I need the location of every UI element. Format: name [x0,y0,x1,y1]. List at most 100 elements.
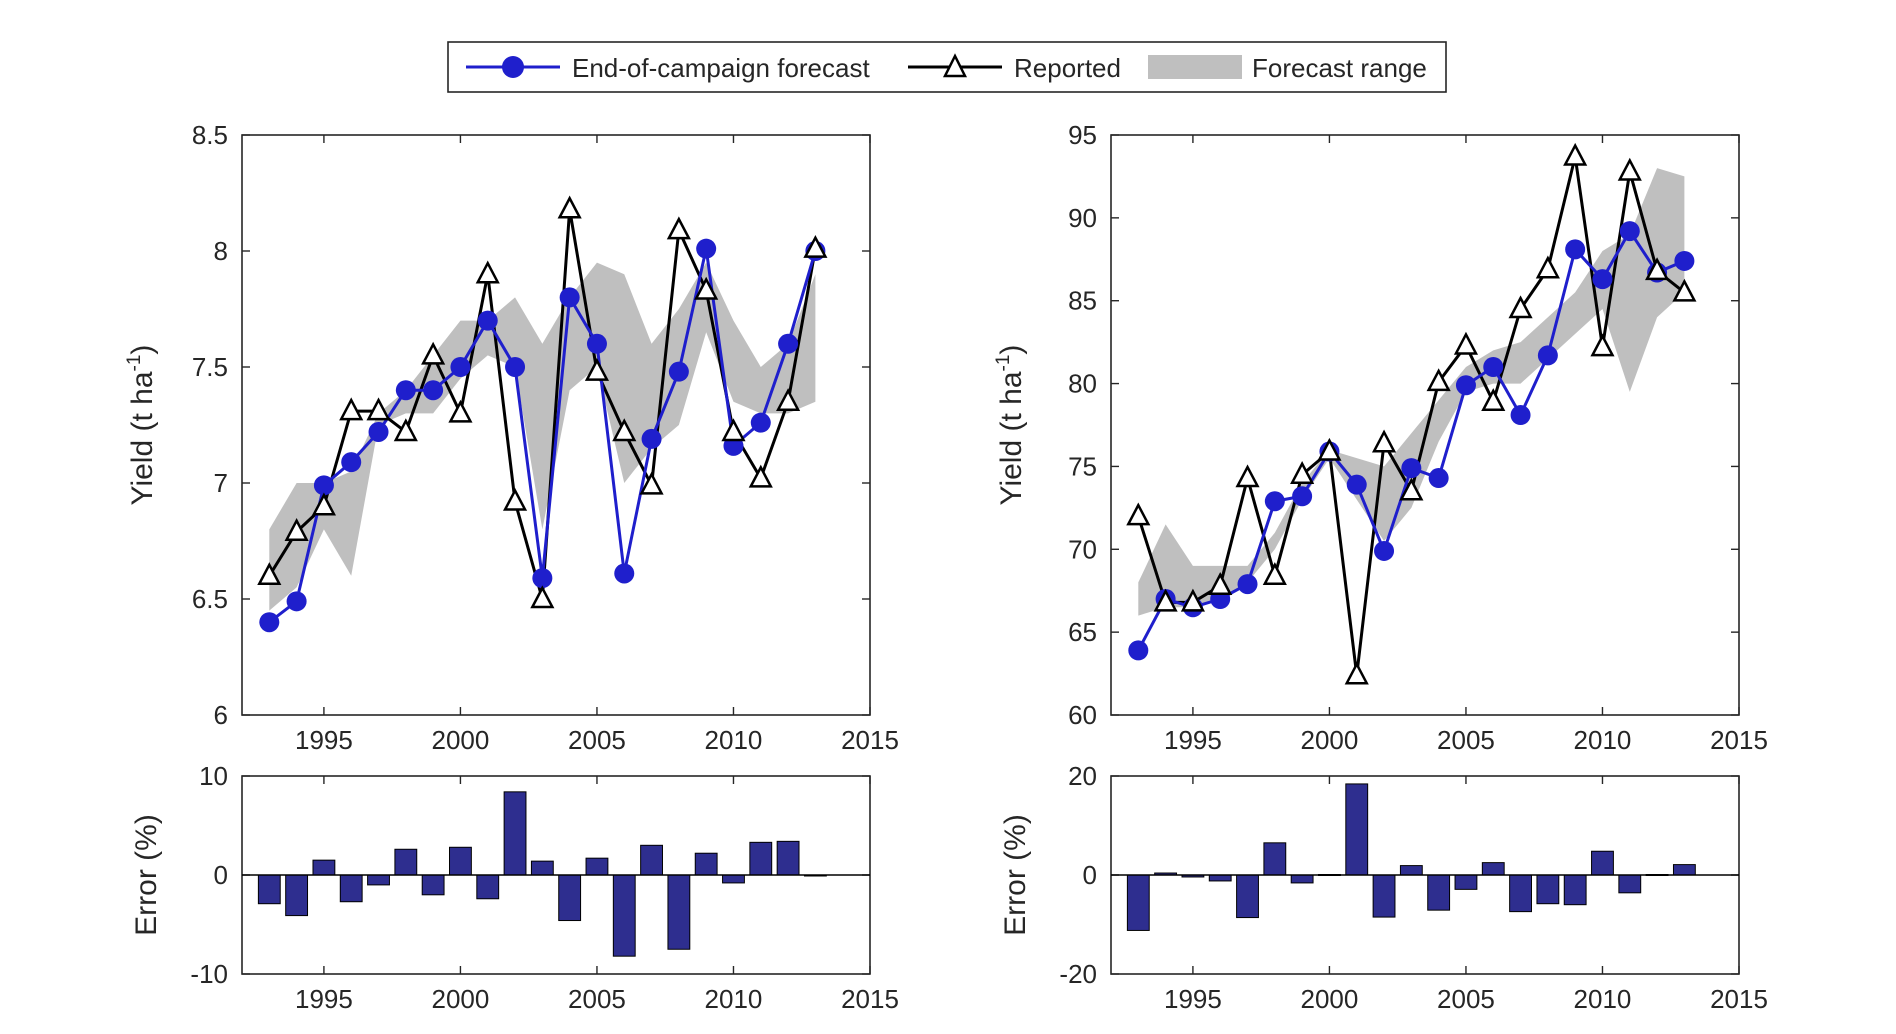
legend-range-label: Forecast range [1252,53,1427,83]
error-bar [1427,874,1451,911]
reported-point [748,464,773,488]
reported-point [584,357,610,381]
reported-point [776,388,801,412]
legend-forecast-label: End-of-campaign forecast [572,53,870,83]
y-axis-label: Yield (t ha-1) [993,345,1028,506]
reported-point [257,562,282,586]
forecast-point [614,563,635,584]
y-axis-label: Error (%) [130,814,163,936]
reported-point [1208,572,1233,595]
error-bar [1345,783,1369,876]
error-bar [367,874,390,886]
forecast-point [1592,269,1613,290]
reported-point [475,260,500,284]
y-axis-label-main: Yield (t ha [995,371,1028,505]
reported-point [502,487,528,511]
reported-point [612,418,637,442]
x-tick-label: 1995 [295,984,353,1014]
reported-point [421,341,446,365]
reported-point [1317,437,1342,461]
y-tick-label: 90 [1068,203,1097,233]
x-tick-label: 2000 [1301,725,1359,755]
x-tick-label: 1995 [1164,725,1222,755]
forecast-point [1537,345,1558,366]
forecast-point [1292,486,1313,507]
y-tick-label: -20 [1059,959,1097,989]
error-bar [776,840,800,876]
y-tick-label: 6 [214,700,228,730]
reported-point [284,518,309,541]
forecast-point [750,412,771,433]
reported-point [1590,333,1615,357]
x-tick-label: 2015 [841,984,899,1014]
reported-point [311,492,336,516]
forecast-point [696,238,717,259]
forecast-point [477,310,498,331]
reported-point [1290,461,1315,484]
reported-point [1672,278,1697,302]
error-bar [1290,874,1314,884]
legend-forecast-marker [502,56,524,78]
reported-point [1426,368,1451,392]
error-bar [503,791,527,876]
error-bar [612,874,636,957]
reported-point [803,234,828,258]
reported-point [1645,257,1670,281]
y-tick-label: 60 [1068,700,1097,730]
y-tick-label: 7 [214,468,228,498]
y-tick-label: 75 [1068,451,1097,481]
error-bar [1126,874,1150,931]
x-tick-label: 1995 [1164,984,1222,1014]
reported-point [366,397,391,421]
x-tick-label: 2010 [705,984,763,1014]
forecast-point [1565,239,1586,260]
error-bar [312,859,336,876]
x-tick-label: 2005 [1437,725,1495,755]
forecast-point [1264,491,1285,512]
reported-point [339,397,364,421]
right-yield-chart: 60 65 70 75 80 85 90 95 1995 2000 2005 2010 2015 Yiel… [993,120,1768,755]
x-tick-label: 1995 [295,725,353,755]
y-tick-label: 80 [1068,369,1097,399]
legend: End-of-campaign forecast Reported Foreca… [447,41,1447,93]
y-axis-label-main: Yield (t ha [126,371,159,505]
y-axis-label-sup: -1 [993,355,1014,372]
reported-point [1371,429,1397,453]
legend-reported-label: Reported [1014,53,1121,83]
x-tick-label: 2005 [568,984,626,1014]
error-bar [285,874,309,917]
forecast-point [1674,250,1695,271]
reported-point [1617,157,1642,181]
y-axis-label-close: ) [126,345,159,355]
x-tick-label: 2010 [705,725,763,755]
error-bar [1591,850,1614,876]
error-bar [1236,874,1259,919]
x-tick-label: 2015 [841,725,899,755]
right-error-chart: -20 0 20 1995 2000 2005 2010 2015 Error (%) [999,761,1768,1014]
y-axis-label: Yield (t ha-1) [124,345,159,506]
error-bar [339,874,363,903]
reported-point [530,585,555,609]
forecast-point [559,287,580,308]
y-axis-label: Error (%) [999,814,1032,936]
y-tick-label: 0 [214,860,228,890]
forecast-point [1237,574,1258,595]
x-tick-label: 2010 [1574,984,1632,1014]
error-bar [558,874,582,922]
forecast-point [1455,375,1476,396]
y-tick-label: 10 [199,761,228,791]
forecast-point [286,591,307,612]
error-bar [1672,864,1696,876]
y-tick-label: 6.5 [192,584,228,614]
forecast-point [1374,540,1395,561]
x-tick-label: 2005 [568,725,626,755]
error-bar [1399,865,1423,876]
reported-point [1481,388,1506,412]
error-bar [1618,874,1642,894]
forecast-point [586,333,607,354]
error-bar [1208,874,1232,882]
y-tick-label: 0 [1083,860,1097,890]
y-tick-label: 65 [1068,617,1097,647]
y-tick-label: 8 [214,236,228,266]
